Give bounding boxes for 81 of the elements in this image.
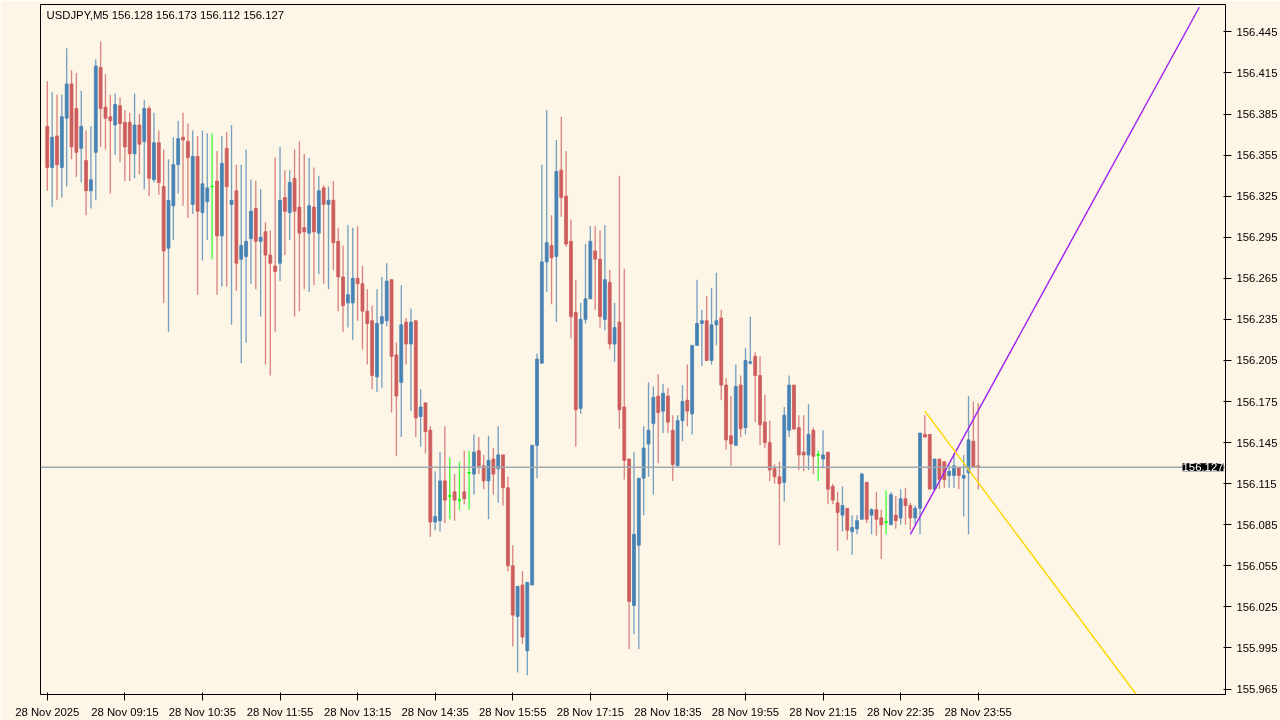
candlestick — [258, 188, 263, 318]
candlestick — [549, 214, 554, 305]
candlestick — [491, 447, 496, 496]
candlestick — [961, 454, 966, 518]
candlestick — [656, 373, 661, 464]
candlestick — [496, 425, 501, 504]
x-tick-label: 28 Nov 14:35 — [401, 705, 469, 718]
candlestick — [239, 164, 244, 364]
candlestick — [409, 307, 413, 412]
x-tick-label: 28 Nov 21:15 — [789, 705, 857, 718]
candlestick — [229, 124, 234, 326]
y-tick-label: 156.115 — [1236, 477, 1277, 490]
y-tick-label: 155.995 — [1236, 641, 1278, 654]
candlestick — [806, 403, 811, 471]
x-tick-label: 28 Nov 13:15 — [323, 705, 392, 718]
candlestick — [845, 507, 850, 541]
candlestick — [685, 363, 690, 427]
candlestick — [850, 514, 855, 556]
candlestick — [869, 507, 874, 535]
candlestick — [612, 302, 617, 363]
ref-line-label: 156.127 — [1182, 461, 1224, 474]
chart-title: USDJPY,M5 156.128 156.173 156.112 156.127 — [46, 8, 285, 21]
y-tick-label: 156.025 — [1236, 600, 1278, 613]
candlestick — [443, 425, 447, 525]
candlestick — [447, 457, 452, 520]
candlestick — [113, 92, 118, 156]
candlestick — [283, 169, 287, 256]
candlestick — [462, 450, 467, 505]
y-tick-label: 156.085 — [1236, 518, 1278, 531]
y-tick-label: 156.265 — [1236, 272, 1278, 285]
candlestick — [273, 157, 278, 333]
y-tick-label: 156.145 — [1236, 436, 1278, 449]
candlestick — [821, 429, 825, 470]
x-tick-label: 28 Nov 18:35 — [634, 705, 702, 718]
x-tick-label: 28 Nov 15:55 — [479, 705, 547, 718]
y-tick-label: 156.385 — [1236, 108, 1278, 121]
candlestick — [472, 433, 476, 496]
candlestick — [457, 461, 462, 511]
candlestick — [486, 435, 491, 520]
candlestick — [452, 473, 457, 522]
y-tick-label: 156.445 — [1236, 25, 1278, 38]
candlestick — [481, 454, 486, 490]
candlestick — [418, 388, 423, 448]
x-tick-label: 28 Nov 22:35 — [866, 705, 935, 718]
candlestick — [801, 414, 806, 472]
candlestick — [89, 125, 93, 210]
x-tick-label: 28 Nov 19:55 — [711, 705, 780, 718]
candlestick — [321, 184, 326, 285]
x-tick-label: 28 Nov 11:55 — [246, 705, 314, 718]
x-tick-label: 28 Nov 2025 — [15, 705, 80, 718]
y-tick-label: 156.325 — [1236, 190, 1278, 203]
y-tick-label: 156.175 — [1236, 395, 1278, 408]
candlestick — [874, 491, 879, 537]
candlestick — [646, 381, 651, 478]
x-tick-label: 28 Nov 10:35 — [168, 705, 237, 718]
x-tick-label: 28 Nov 23:55 — [944, 705, 1012, 718]
y-tick-label: 156.055 — [1236, 559, 1278, 572]
candlestick — [263, 221, 268, 366]
candlestick — [816, 450, 821, 482]
candlestick — [661, 383, 665, 434]
y-tick-label: 156.355 — [1236, 149, 1278, 162]
candlestick — [840, 485, 845, 533]
candlestick — [835, 491, 840, 552]
candlestick — [181, 112, 185, 207]
candlestick — [186, 122, 190, 219]
y-tick-label: 156.295 — [1236, 231, 1278, 244]
candlestick — [753, 351, 758, 423]
candlestick — [903, 487, 908, 526]
candlestick — [137, 113, 142, 175]
candlestick — [898, 488, 903, 526]
candlestick — [893, 495, 898, 530]
y-tick-label: 156.235 — [1236, 313, 1278, 326]
x-tick-label: 28 Nov 17:15 — [556, 705, 625, 718]
candlestick — [326, 185, 331, 290]
y-tick-label: 155.965 — [1236, 683, 1278, 696]
y-tick-label: 156.415 — [1236, 66, 1278, 79]
x-tick-label: 28 Nov 09:15 — [91, 705, 159, 718]
candlestick — [79, 90, 84, 184]
y-tick-label: 156.205 — [1236, 354, 1278, 367]
candlestick — [404, 317, 408, 366]
candlestick — [433, 470, 438, 531]
